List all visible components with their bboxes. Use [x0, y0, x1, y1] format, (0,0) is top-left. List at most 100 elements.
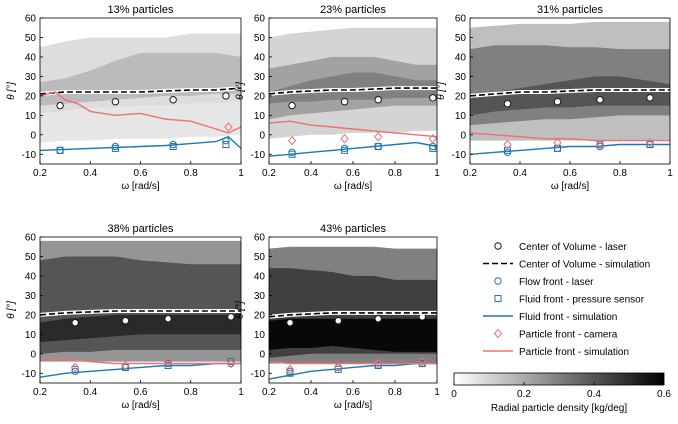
fluid-front-pressure-sensor-point — [504, 146, 511, 154]
legend-label: Fluid front - simulation — [519, 312, 617, 323]
colorbar-tick-label: 0.6 — [657, 389, 671, 400]
center-of-volume-laser-point — [596, 96, 604, 104]
x-axis-label: ω [rad/s] — [121, 400, 160, 411]
subplot-title: 23% particles — [320, 4, 387, 16]
center-of-volume-laser-point — [286, 318, 294, 327]
y-tick-label: 40 — [25, 271, 37, 282]
particle-front-camera-point — [334, 362, 343, 373]
center-of-volume-laser-point — [553, 98, 562, 106]
y-tick-label: 10 — [25, 330, 37, 341]
particle-front-simulation-line — [470, 132, 670, 142]
y-tick-label: 20 — [455, 91, 467, 102]
particle-front-camera-point — [224, 122, 233, 132]
x-axis-label: ω [rad/s] — [121, 181, 160, 192]
fluid-front-pressure-sensor-point — [286, 369, 294, 377]
subplot-title: 13% particles — [107, 4, 174, 16]
center-of-volume-simulation-line — [269, 87, 437, 95]
x-tick-label: 1 — [667, 168, 673, 179]
x-tick-label: 0.6 — [563, 168, 577, 179]
legend-swatch-circle-dark-open — [494, 242, 502, 250]
x-tick-label: 0.4 — [513, 168, 527, 179]
particle-front-simulation-line — [40, 91, 241, 134]
center-of-volume-laser-point — [227, 313, 235, 321]
center-of-volume-laser-point — [56, 101, 64, 110]
y-tick-label: 40 — [254, 52, 266, 63]
x-tick-label: 0.8 — [613, 168, 627, 179]
particle-front-camera-point — [374, 131, 383, 142]
x-tick-label: 1 — [238, 168, 244, 179]
fluid-front-pressure-sensor-point — [341, 146, 349, 154]
y-tick-label: 0 — [259, 349, 265, 360]
subplot-title: 31% particles — [537, 4, 604, 16]
subplot-2: 0.2 0.4 0.6 0.8 1 -10 0 10 20 30 40 50 60 23% particl… — [235, 4, 440, 192]
y-tick-label: 60 — [25, 14, 37, 25]
center-of-volume-laser-point — [374, 96, 382, 104]
x-tick-label: 0.8 — [184, 387, 198, 398]
y-axis-label: θ [°] — [6, 301, 17, 319]
y-tick-label: -10 — [22, 369, 37, 380]
x-tick-label: 0.4 — [83, 387, 97, 398]
center-of-volume-laser-point — [111, 98, 120, 106]
x-tick-label: 0.6 — [346, 168, 360, 179]
x-tick-label: 1 — [434, 168, 440, 179]
y-tick-label: 50 — [25, 252, 37, 263]
legend-label: Particle front - simulation — [519, 347, 629, 358]
particle-front-camera-point — [340, 133, 349, 144]
x-tick-label: 1 — [238, 387, 244, 398]
x-tick-label: 0.2 — [262, 168, 276, 179]
x-tick-label: 0.4 — [83, 168, 97, 179]
center-of-volume-laser-point — [222, 92, 230, 100]
x-tick-label: 0.2 — [33, 168, 47, 179]
x-axis-label: ω [rad/s] — [551, 181, 590, 192]
colorbar: 0 0.2 0.4 0.6 Radial particle density [kg/de… — [451, 372, 671, 414]
particle-front-camera-point — [226, 358, 236, 369]
y-tick-label: 50 — [25, 33, 37, 44]
y-tick-label: 50 — [455, 33, 467, 44]
particle-front-camera-point — [418, 356, 427, 367]
colorbar-gradient — [453, 372, 665, 386]
y-tick-label: -10 — [251, 369, 266, 380]
y-tick-label: 0 — [259, 130, 265, 141]
y-tick-label: -10 — [251, 150, 266, 161]
y-tick-label: 60 — [455, 14, 467, 25]
legend-label: Center of Volume - laser — [519, 242, 627, 253]
y-tick-label: 30 — [25, 72, 37, 83]
center-of-volume-laser-point — [334, 317, 342, 325]
legend-label: Particle front - camera — [519, 330, 618, 341]
y-tick-label: 50 — [254, 33, 266, 44]
y-tick-label: 10 — [254, 111, 266, 122]
subplot-4: 0.2 0.4 0.6 0.8 1 -10 0 10 20 30 40 50 60 38% particl… — [6, 223, 244, 411]
center-of-volume-laser-point — [121, 317, 130, 325]
fluid-front-pressure-sensor-point — [554, 144, 561, 152]
particle-front-camera-point — [553, 137, 562, 148]
legend-swatch-square-blue-open — [494, 295, 502, 302]
center-of-volume-laser-point — [340, 98, 349, 106]
legend-swatch-circle-blue-open — [494, 277, 502, 285]
x-tick-label: 0.4 — [304, 387, 318, 398]
x-tick-label: 0.6 — [134, 387, 148, 398]
fluid-front-simulation-line — [40, 135, 241, 152]
center-of-volume-simulation-line — [470, 89, 670, 97]
y-tick-label: -10 — [22, 150, 37, 161]
x-tick-label: 0.6 — [134, 168, 148, 179]
fluid-front-pressure-sensor-point — [222, 141, 230, 149]
legend-swatch-diamond-red-open — [493, 328, 503, 339]
y-axis-label: θ [°] — [235, 301, 246, 319]
center-of-volume-simulation-line — [40, 310, 241, 316]
particle-front-camera-point — [285, 364, 295, 375]
center-of-volume-laser-point — [288, 101, 296, 110]
subplot-title: 43% particles — [320, 223, 387, 235]
subplot-1: 0.2 0.4 0.6 0.8 1 -10 0 10 20 30 40 50 60 13% particl… — [6, 4, 244, 192]
y-axis-label: θ [°] — [436, 82, 447, 100]
particle-front-camera-point — [428, 133, 437, 144]
x-tick-label: 0.8 — [184, 168, 198, 179]
legend: Center of Volume - laser Center of Volume… — [483, 242, 650, 358]
x-tick-label: 0.8 — [388, 168, 402, 179]
legend-label: Center of Volume - simulation — [519, 260, 650, 271]
subplot-title: 38% particles — [107, 223, 174, 235]
colorbar-label: Radial particle density [kg/deg] — [491, 403, 627, 414]
fluid-front-pressure-sensor-point — [121, 363, 129, 371]
y-tick-label: 20 — [254, 91, 266, 102]
x-tick-label: 1 — [434, 387, 440, 398]
